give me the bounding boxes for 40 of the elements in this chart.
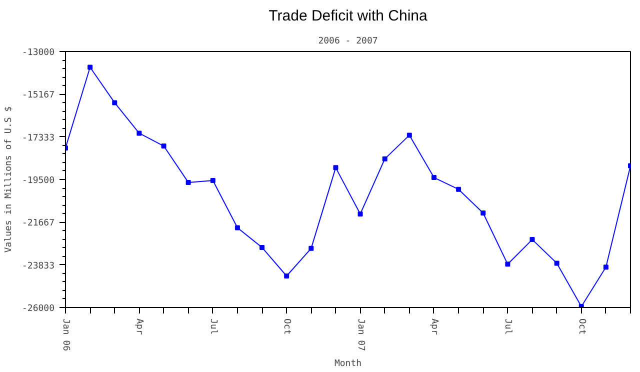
x-tick-label: Apr [134,318,144,336]
point [186,180,191,185]
x-axis-title: Month [334,359,362,370]
y-tick-label: -13000 [22,48,55,58]
x-tick-label: Jan 07 [355,318,366,352]
x-tick-label: Oct [576,318,586,335]
x-tick-label: Oct [282,318,292,335]
y-tick-label: -17333 [22,133,55,144]
point [530,237,535,242]
point [456,186,462,192]
point [284,273,290,278]
y-tick-label: -19500 [22,176,55,186]
y-axis-title: Values in Millions of U.S $ [4,106,14,253]
point [480,210,486,216]
point [88,64,93,70]
point [382,156,388,162]
point [431,175,436,180]
point [234,225,240,230]
point [333,165,338,170]
y-tick-label: -26000 [22,304,55,314]
y-tick-label: -23833 [22,261,55,272]
x-tick-label: Jan 06 [60,318,70,352]
point [358,211,363,216]
point [603,264,608,270]
point [406,132,412,138]
point [136,130,142,136]
point [260,244,265,250]
point [112,100,118,106]
chart-title: Trade Deficit with China [268,8,428,24]
x-tick-label: Apr [428,318,439,336]
point [554,260,560,266]
point [161,144,166,149]
x-tick-label: Jul [208,318,218,335]
point [210,178,216,183]
y-tick-label: -21667 [22,218,55,229]
point [505,262,510,267]
y-tick-label: -15167 [22,90,55,101]
x-tick-label: Jul [502,318,513,335]
point [308,246,314,251]
chart-subtitle: 2006 - 2007 [318,36,378,46]
